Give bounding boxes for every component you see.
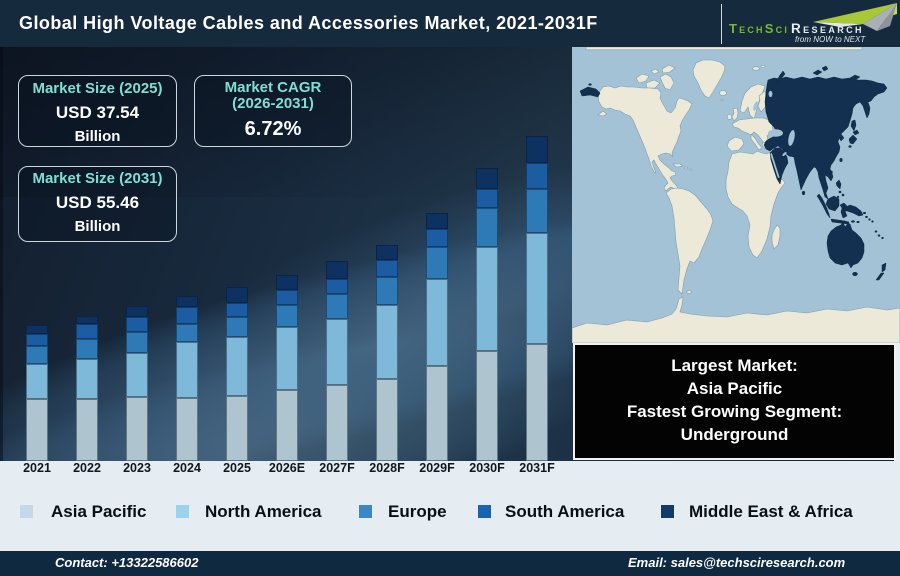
svg-text:from NOW to NEXT: from NOW to NEXT	[795, 35, 866, 44]
svg-text:Research: Research	[791, 21, 864, 36]
svg-text:TechSci: TechSci	[729, 21, 789, 36]
